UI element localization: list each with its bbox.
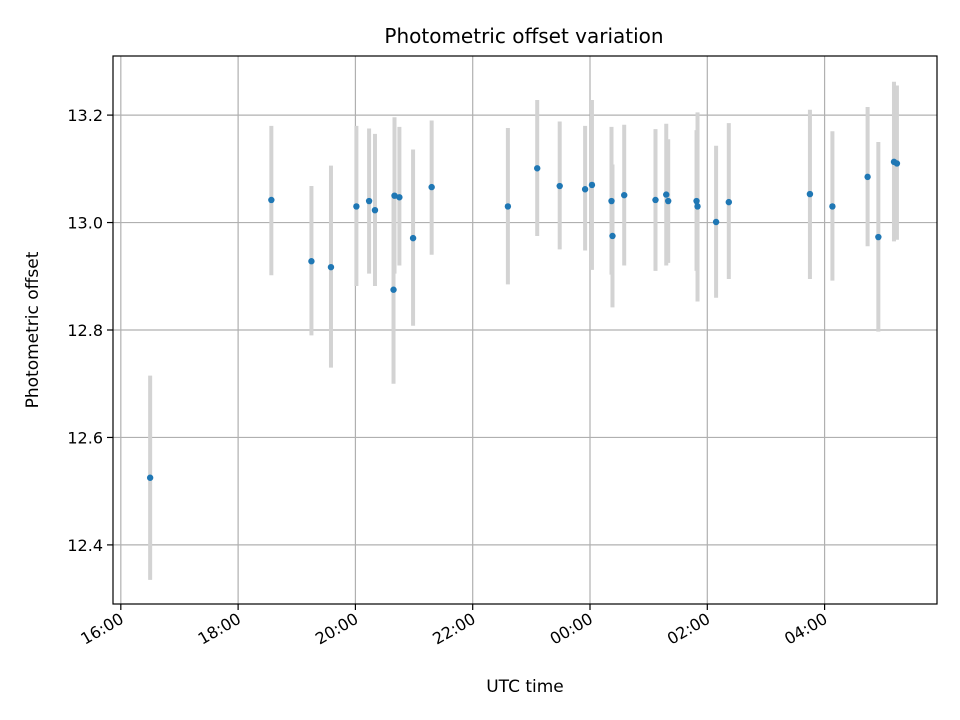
data-point — [829, 203, 836, 210]
data-point — [371, 206, 379, 214]
data-point — [712, 218, 720, 226]
y-axis-ticks: 12.4 12.6 12.8 13.0 13.2 — [67, 106, 113, 555]
data-point — [588, 181, 596, 189]
data-point — [327, 263, 335, 271]
data-point — [864, 173, 871, 181]
data-point — [664, 197, 672, 205]
data-point — [806, 190, 814, 198]
x-axis-title: UTC time — [486, 677, 564, 697]
data-point — [608, 197, 615, 205]
y-tick-label: 13.2 — [67, 106, 103, 125]
data-point — [365, 197, 373, 205]
data-point — [390, 286, 397, 293]
data-point — [663, 191, 670, 198]
chart-title: Photometric offset variation — [384, 24, 663, 48]
data-point — [146, 474, 154, 481]
data-point — [409, 234, 417, 242]
data-point — [725, 198, 733, 206]
data-point — [504, 203, 512, 210]
data-point — [652, 196, 659, 204]
data-point — [875, 233, 882, 241]
data-point — [621, 191, 628, 199]
data-point — [534, 165, 541, 172]
y-tick-label: 12.4 — [67, 536, 103, 555]
data-point — [694, 203, 701, 210]
y-tick-label: 12.6 — [67, 428, 103, 447]
point-layer — [146, 158, 901, 481]
data-point — [353, 203, 360, 210]
data-point — [581, 186, 589, 193]
data-point — [396, 194, 403, 201]
data-point — [268, 196, 275, 204]
y-tick-label: 13.0 — [67, 214, 103, 233]
data-point — [609, 232, 616, 240]
data-point — [428, 183, 435, 191]
data-point — [391, 192, 398, 199]
data-point — [893, 160, 901, 167]
data-point — [308, 258, 315, 265]
y-axis-title: Photometric offset — [23, 251, 43, 408]
data-point — [693, 197, 700, 205]
y-tick-label: 12.8 — [67, 321, 103, 340]
data-point — [556, 182, 563, 190]
